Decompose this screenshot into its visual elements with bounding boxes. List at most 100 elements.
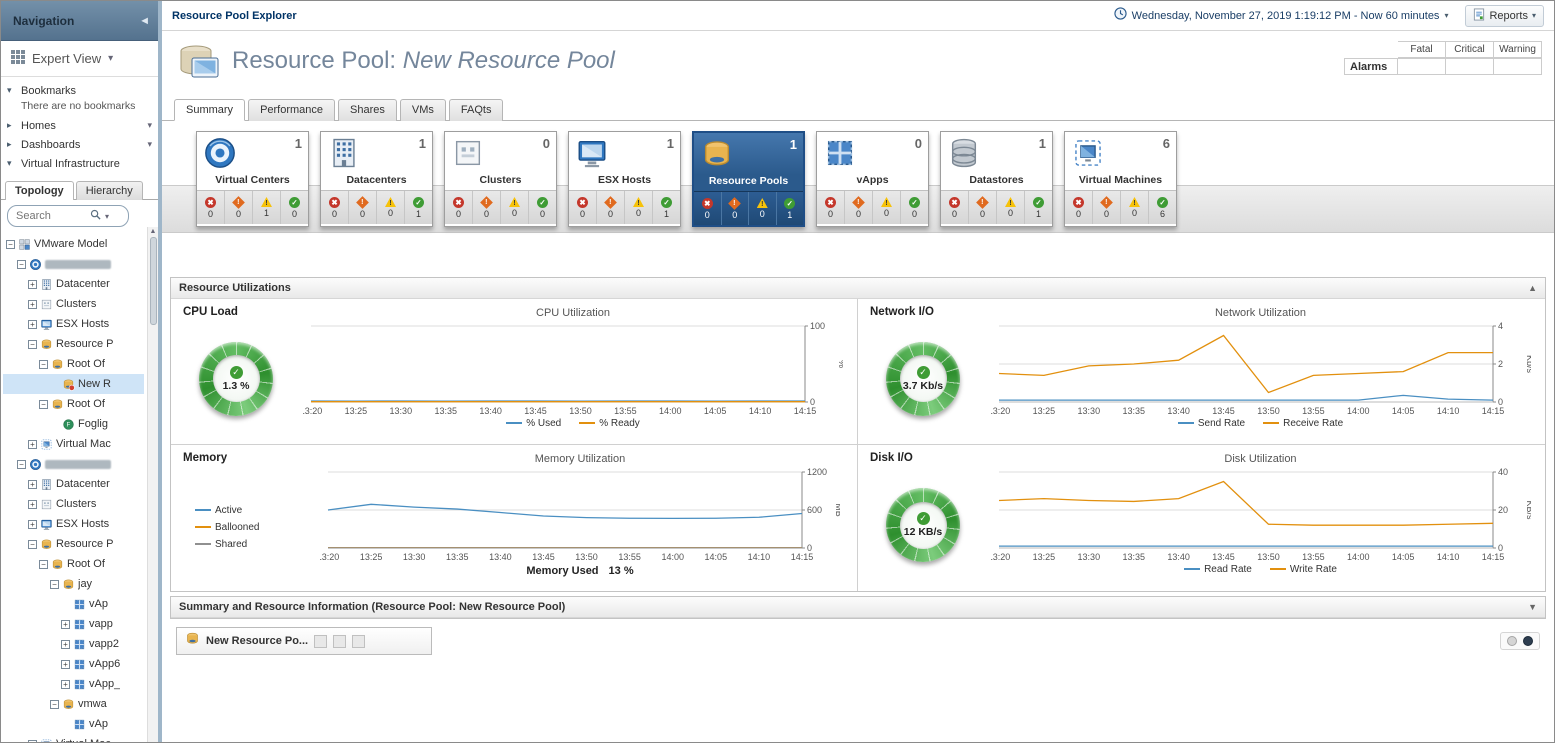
collapse-node-icon[interactable]: − [39,359,48,369]
chevron-down-icon[interactable]: ▾ [147,120,152,130]
expand-node-icon[interactable]: + [28,439,37,449]
tile-datastores[interactable]: 1 Datastores ✖ 0! 0! 0 ✓ 1 [940,131,1053,227]
tree-item-virtual-mac[interactable]: + Virtual Mac [3,734,144,742]
tree-item-new-r[interactable]: New R [3,374,144,394]
tree-item-resource-p[interactable]: − Resource P [3,534,144,554]
expand-node-icon[interactable]: + [28,279,37,289]
tree-item-label: Datacenter [56,278,110,290]
collapse-node-icon[interactable]: − [50,699,59,709]
tree-item-esx-hosts[interactable]: + ESX Hosts [3,514,144,534]
search-icon[interactable] [90,207,101,225]
alarm-fatal-cell: ✖ 0 [197,191,225,224]
resource-pool-mini-tab[interactable]: New Resource Po... [176,627,432,655]
layout-option-button[interactable] [314,634,328,648]
collapse-icon[interactable]: ▲ [1528,283,1537,293]
collapse-node-icon[interactable]: − [17,459,26,469]
expand-node-icon[interactable]: + [61,619,70,629]
tile-resource-pools[interactable]: 1 Resource Pools ✖ 0! 0! 0 ✓ 1 [692,131,805,227]
tree-item-redacted[interactable]: − [3,254,144,274]
tile-clusters[interactable]: 0 Clusters ✖ 0! 0! 0 ✓ 0 [444,131,557,227]
tree-item-virtual-mac[interactable]: + Virtual Mac [3,434,144,454]
bookmarks-section[interactable]: ▾ Bookmarks [1,81,158,100]
collapse-node-icon[interactable]: − [28,339,37,349]
chevron-down-icon[interactable]: ▾ [105,211,110,221]
dashboards-section[interactable]: ▸ Dashboards ▾ [1,135,158,154]
collapse-node-icon[interactable]: − [28,539,37,549]
tree-item-root-of[interactable]: − Root Of [3,394,144,414]
expand-node-icon[interactable]: + [28,499,37,509]
virtual-infrastructure-section[interactable]: ▾ Virtual Infrastructure [1,154,158,173]
tree-item-resource-p[interactable]: − Resource P [3,334,144,354]
time-range-selector[interactable]: Wednesday, November 27, 2019 1:19:12 PM … [1131,9,1440,22]
expand-node-icon[interactable]: + [28,739,37,742]
tab-performance[interactable]: Performance [248,99,336,121]
reports-button[interactable]: Reports ▾ [1465,4,1544,27]
summary-info-header[interactable]: Summary and Resource Information (Resour… [171,597,1545,618]
tree-item-vmware-model[interactable]: − VMware Model [3,234,144,254]
tree-item-root-of[interactable]: − Root Of [3,354,144,374]
tile-virtual-machines[interactable]: 6 Virtual Machines ✖ 0! 0! 0 ✓ 6 [1064,131,1177,227]
expand-node-icon[interactable]: + [28,299,37,309]
homes-section[interactable]: ▸ Homes ▾ [1,116,158,135]
tab-topology[interactable]: Topology [5,181,74,200]
alarm-normal-cell: ✓ 1 [405,191,432,224]
alarm-fatal-count: 0 [579,208,585,219]
tab-hierarchy[interactable]: Hierarchy [75,181,143,200]
tree-item-foglig[interactable]: F Foglig [3,414,144,434]
tree-item-vapp[interactable]: + vapp [3,614,144,634]
tab-summary[interactable]: Summary [174,99,246,121]
expand-node-icon[interactable]: + [61,679,70,689]
tree-item-vap[interactable]: vAp [3,594,144,614]
tree-item-clusters[interactable]: + Clusters [3,494,144,514]
tile-vapps[interactable]: 0 vApps ✖ 0! 0! 0 ✓ 0 [816,131,929,227]
resource-pool-icon [176,43,222,90]
expand-node-icon[interactable]: + [61,639,70,649]
search-input[interactable] [14,209,86,223]
tab-faqts[interactable]: FAQts [448,99,504,121]
expand-node-icon[interactable]: + [28,319,37,329]
svg-text:13:20: 13:20 [991,552,1010,562]
collapse-node-icon[interactable]: − [39,559,48,569]
tree-item-vap[interactable]: vAp [3,714,144,734]
tree-item-redacted[interactable]: − [3,454,144,474]
scrollbar-thumb[interactable] [149,237,157,325]
expand-icon[interactable]: ▼ [1528,602,1537,612]
expand-node-icon[interactable]: + [28,479,37,489]
resource-utilizations-header[interactable]: Resource Utilizations ▲ [171,278,1545,299]
tree-item-datacenter[interactable]: + Datacenter [3,274,144,294]
tree-item-clusters[interactable]: + Clusters [3,294,144,314]
tab-vms[interactable]: VMs [399,99,446,121]
check-icon: ✓ [229,365,243,379]
tree-item-vmwa[interactable]: − vmwa [3,694,144,714]
scroll-up-icon[interactable]: ▲ [149,228,157,235]
view-toggle-light[interactable] [1507,636,1517,646]
collapse-panel-icon[interactable]: ◄ [139,14,150,27]
chevron-down-icon[interactable]: ▾ [1444,11,1449,20]
collapse-node-icon[interactable]: − [6,239,15,249]
expert-view-selector[interactable]: Expert View ▾ [1,41,158,77]
collapse-node-icon[interactable]: − [17,259,26,269]
alarm-warning-count: 0 [387,208,393,218]
tree-item-esx-hosts[interactable]: + ESX Hosts [3,314,144,334]
tile-virtual-centers[interactable]: 1 Virtual Centers ✖ 0! 0! 1 ✓ 0 [196,131,309,227]
collapse-node-icon[interactable]: − [39,399,48,409]
tile-datacenters[interactable]: 1 Datacenters ✖ 0! 0! 0 ✓ 1 [320,131,433,227]
tree-item-jay[interactable]: − jay [3,574,144,594]
chevron-down-icon[interactable]: ▾ [147,139,152,149]
expand-node-icon[interactable]: + [61,659,70,669]
tree-scrollbar[interactable]: ▲ [147,227,158,742]
expand-node-icon[interactable]: + [28,519,37,529]
tree-item-vapp[interactable]: + vApp_ [3,674,144,694]
tree-item-vapp6[interactable]: + vApp6 [3,654,144,674]
tree-item-vapp2[interactable]: + vapp2 [3,634,144,654]
tab-shares[interactable]: Shares [338,99,397,121]
tree-item-datacenter[interactable]: + Datacenter [3,474,144,494]
search-box[interactable]: ▾ [7,205,129,227]
layout-option-button[interactable] [333,634,347,648]
collapse-node-icon[interactable]: − [50,579,59,589]
alarm-fatal-count: 0 [331,208,337,219]
tree-item-root-of[interactable]: − Root Of [3,554,144,574]
tile-esx-hosts[interactable]: 1 ESX Hosts ✖ 0! 0! 0 ✓ 1 [568,131,681,227]
view-toggle-dark[interactable] [1523,636,1533,646]
layout-option-button[interactable] [352,634,366,648]
